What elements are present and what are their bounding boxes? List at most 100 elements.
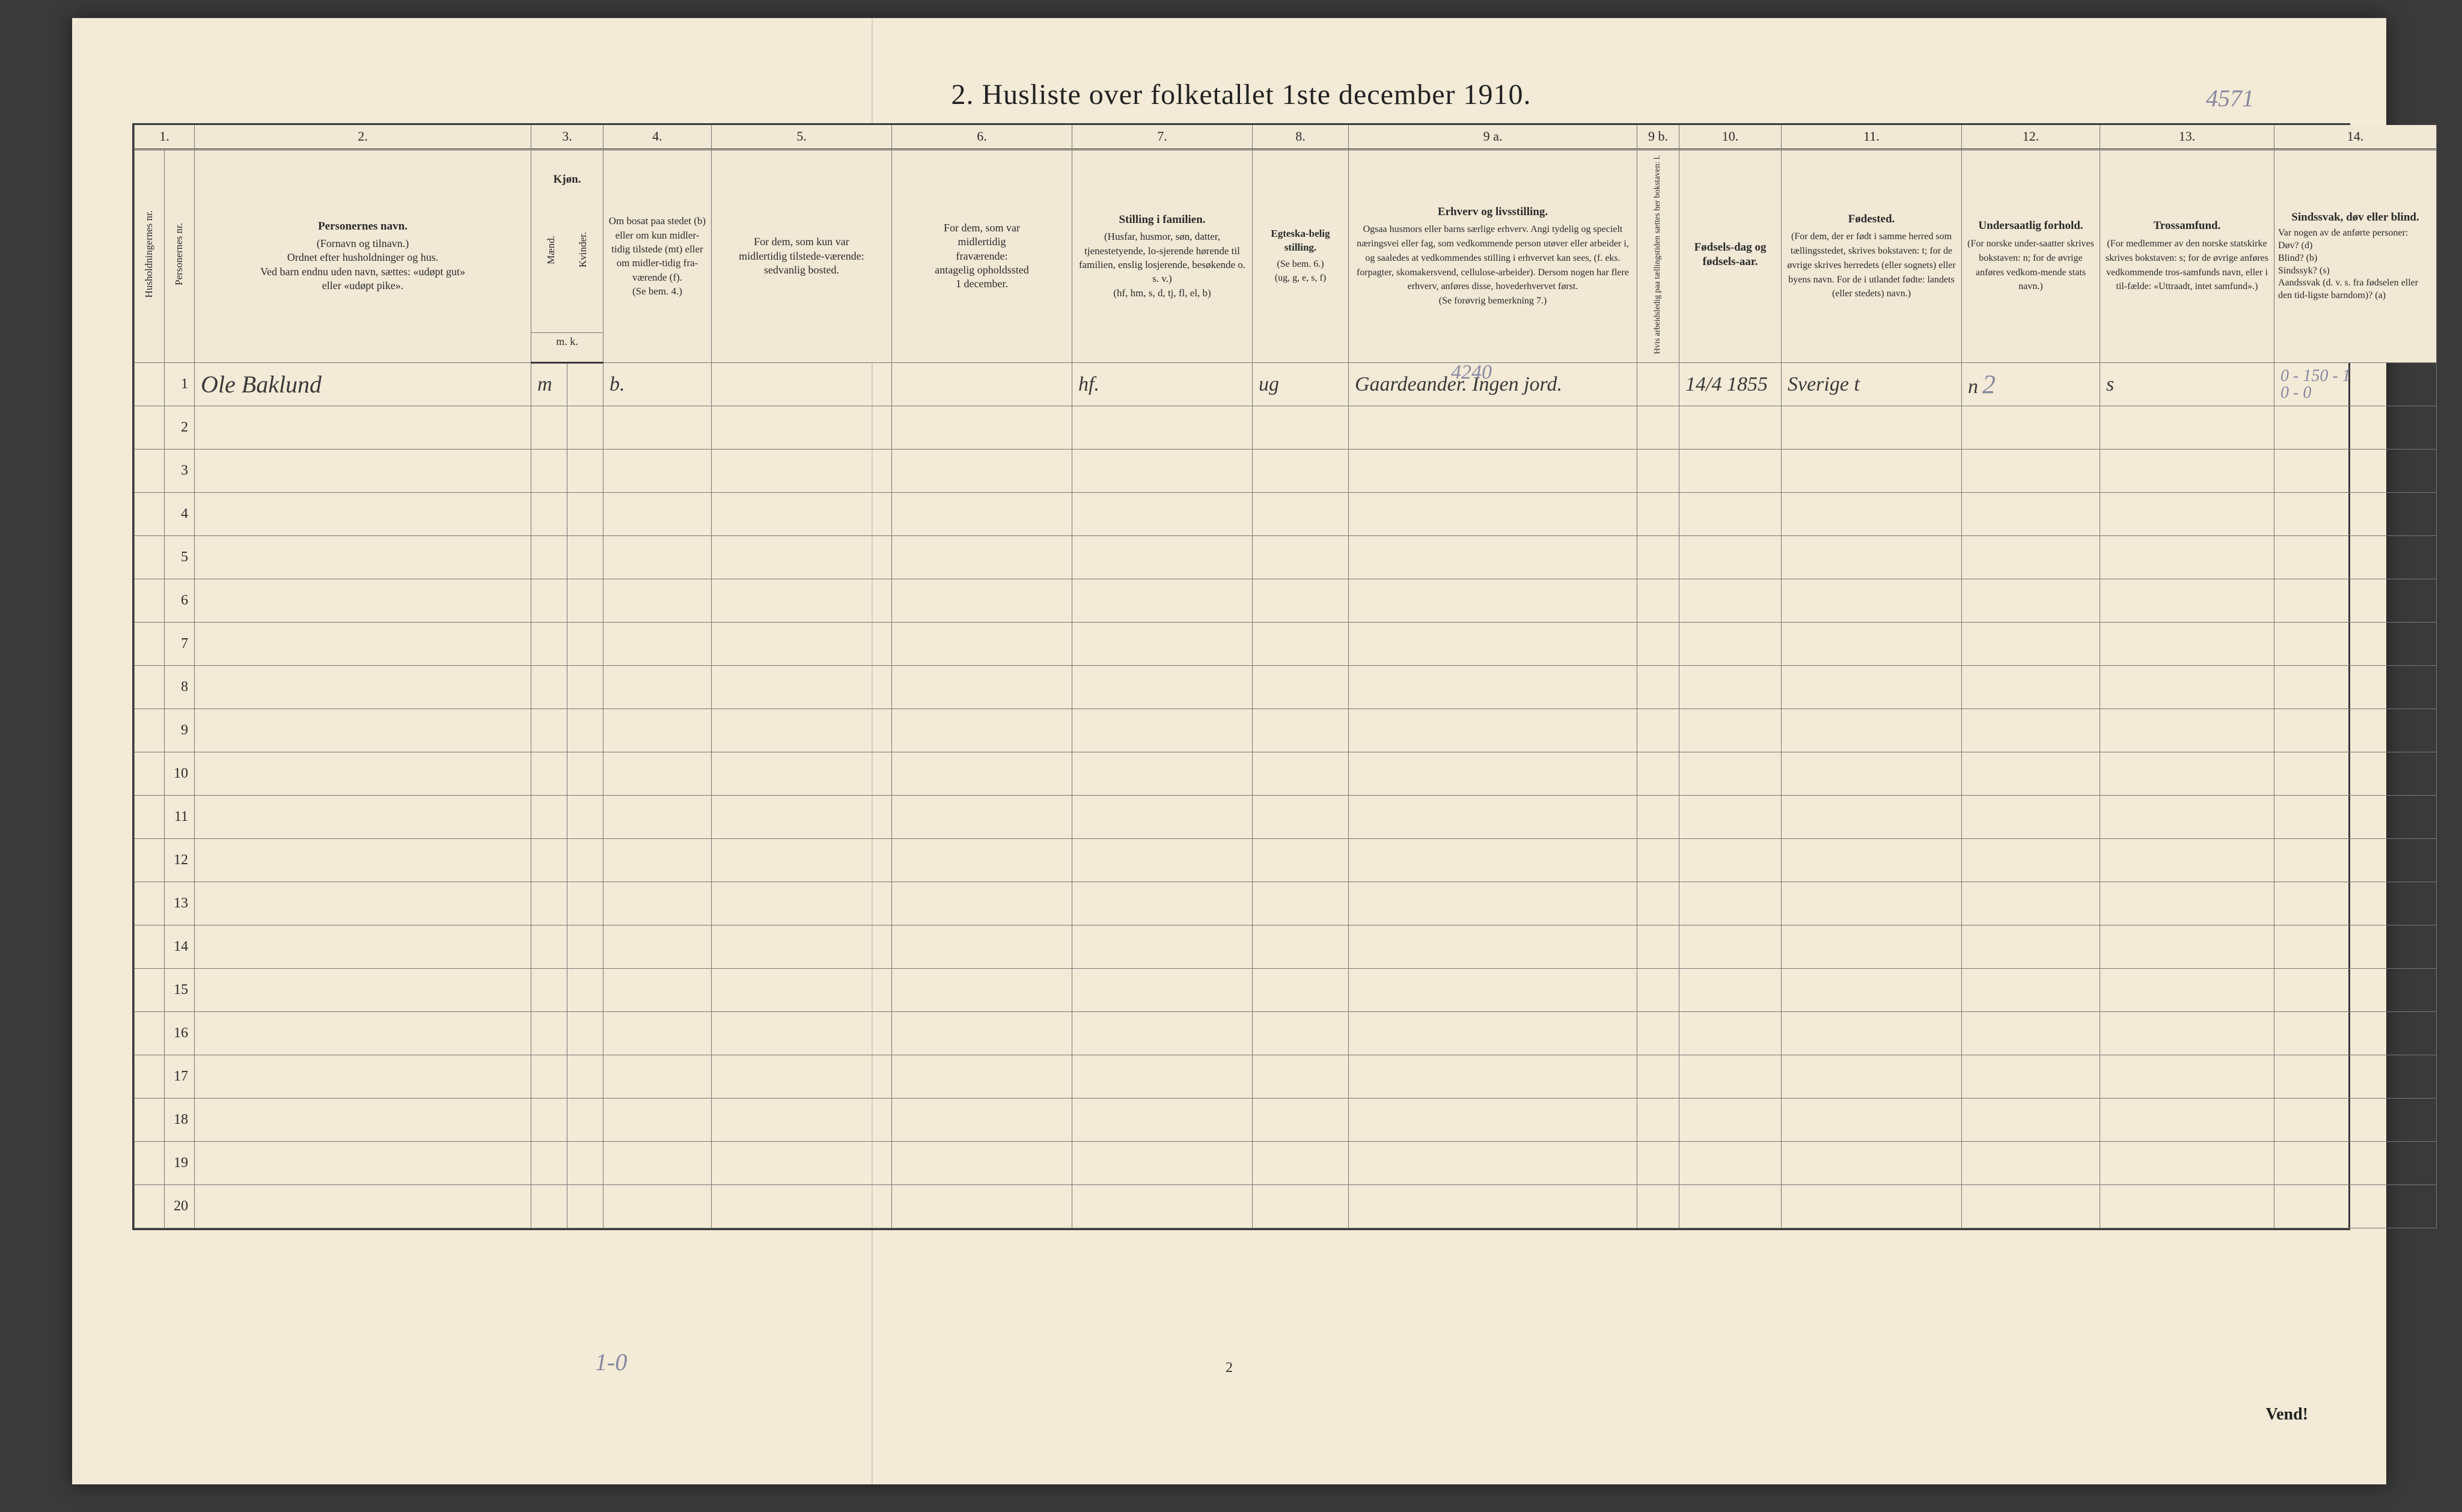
- table-cell: 6: [165, 579, 195, 623]
- table-cell: [603, 579, 712, 623]
- table-cell: [1962, 493, 2100, 536]
- table-cell: [1637, 882, 1679, 925]
- colnum-4: 4.: [603, 125, 712, 149]
- colnum-9a: 9 a.: [1349, 125, 1637, 149]
- table-cell: [1072, 1055, 1253, 1099]
- table-cell: [1253, 579, 1349, 623]
- table-cell: [1637, 536, 1679, 579]
- table-cell: [1349, 1099, 1637, 1142]
- table-row: 6: [135, 579, 2437, 623]
- table-cell: [1072, 623, 1253, 666]
- table-cell: [195, 796, 531, 839]
- table-cell: [1962, 839, 2100, 882]
- table-cell: [892, 882, 1072, 925]
- table-cell: [892, 969, 1072, 1012]
- table-cell: [195, 579, 531, 623]
- table-cell: [567, 839, 603, 882]
- table-cell: [1782, 752, 1962, 796]
- table-cell: [1072, 796, 1253, 839]
- table-cell: [1253, 1142, 1349, 1185]
- table-cell: [1637, 709, 1679, 752]
- table-cell: [567, 796, 603, 839]
- table-cell: [531, 450, 567, 493]
- table-cell: [1679, 1099, 1782, 1142]
- table-cell: [531, 406, 567, 450]
- table-cell: [892, 796, 1072, 839]
- table-cell: [531, 752, 567, 796]
- census-table: 1. 2. 3. 4. 5. 6. 7. 8. 9 a. 9 b. 10. 11…: [134, 125, 2437, 1228]
- table-cell: [1679, 579, 1782, 623]
- table-cell: [712, 1012, 892, 1055]
- table-cell: [712, 493, 892, 536]
- table-cell: [1349, 925, 1637, 969]
- header-col12: Undersaatlig forhold. (For norske under-…: [1962, 149, 2100, 363]
- table-cell: [135, 796, 165, 839]
- table-cell: [2100, 839, 2274, 882]
- table-cell: [892, 579, 1072, 623]
- table-cell: [1679, 709, 1782, 752]
- table-cell: [2274, 882, 2437, 925]
- table-cell: [892, 925, 1072, 969]
- table-cell: [135, 709, 165, 752]
- table-cell: [567, 406, 603, 450]
- table-cell: [1072, 925, 1253, 969]
- table-cell: [1962, 623, 2100, 666]
- table-cell: [1637, 666, 1679, 709]
- header-col2: Personernes navn. (Fornavn og tilnavn.) …: [195, 149, 531, 363]
- table-cell: [195, 752, 531, 796]
- table-cell: [1679, 493, 1782, 536]
- table-cell: [1962, 709, 2100, 752]
- table-cell: 11: [165, 796, 195, 839]
- table-cell: [1349, 666, 1637, 709]
- table-cell: [135, 450, 165, 493]
- table-cell: [2274, 579, 2437, 623]
- table-cell: [195, 1185, 531, 1228]
- table-cell: 4: [165, 493, 195, 536]
- colnum-6: 6.: [892, 125, 1072, 149]
- table-cell: [603, 623, 712, 666]
- table-cell: n 2: [1962, 363, 2100, 406]
- header-col14: Sindssvak, døv eller blind. Var nogen av…: [2274, 149, 2437, 363]
- table-cell: [1072, 1099, 1253, 1142]
- table-cell: 10: [165, 752, 195, 796]
- census-table-wrap: 1. 2. 3. 4. 5. 6. 7. 8. 9 a. 9 b. 10. 11…: [132, 123, 2350, 1230]
- colnum-12: 12.: [1962, 125, 2100, 149]
- table-cell: [1637, 406, 1679, 450]
- table-row: 17: [135, 1055, 2437, 1099]
- table-cell: [567, 1012, 603, 1055]
- table-cell: [1637, 796, 1679, 839]
- table-cell: [1679, 450, 1782, 493]
- table-cell: [567, 925, 603, 969]
- table-cell: [1637, 969, 1679, 1012]
- page-content: 4571 2. Husliste over folketallet 1ste d…: [72, 18, 2386, 1484]
- table-cell: [1782, 709, 1962, 752]
- table-cell: [1072, 579, 1253, 623]
- table-cell: [567, 1099, 603, 1142]
- table-cell: [195, 969, 531, 1012]
- table-cell: [1962, 1099, 2100, 1142]
- table-cell: [1253, 796, 1349, 839]
- table-cell: [603, 1099, 712, 1142]
- table-cell: [135, 1012, 165, 1055]
- table-cell: [2100, 752, 2274, 796]
- table-cell: Sverige t: [1782, 363, 1962, 406]
- table-cell: [1253, 493, 1349, 536]
- table-cell: [712, 1142, 892, 1185]
- table-cell: [1679, 1012, 1782, 1055]
- table-cell: [1072, 493, 1253, 536]
- table-cell: [603, 536, 712, 579]
- column-number-row: 1. 2. 3. 4. 5. 6. 7. 8. 9 a. 9 b. 10. 11…: [135, 125, 2437, 149]
- table-row: 7: [135, 623, 2437, 666]
- document-page: 4571 2. Husliste over folketallet 1ste d…: [72, 18, 2386, 1484]
- table-cell: [567, 536, 603, 579]
- table-cell: 18: [165, 1099, 195, 1142]
- table-cell: [531, 536, 567, 579]
- table-cell: [1679, 839, 1782, 882]
- table-cell: [1253, 1185, 1349, 1228]
- table-cell: [1349, 579, 1637, 623]
- table-cell: [1072, 1012, 1253, 1055]
- table-cell: [1782, 666, 1962, 709]
- table-cell: [195, 882, 531, 925]
- table-cell: [603, 493, 712, 536]
- header-col10: Fødsels-dag og fødsels-aar.: [1679, 149, 1782, 363]
